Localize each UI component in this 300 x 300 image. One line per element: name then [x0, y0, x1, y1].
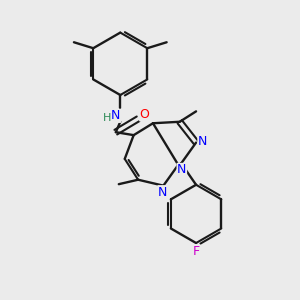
Text: N: N [111, 109, 121, 122]
Text: O: O [140, 108, 150, 121]
Text: N: N [177, 164, 187, 176]
Text: H: H [103, 113, 112, 123]
Text: N: N [158, 186, 167, 199]
Text: F: F [193, 245, 200, 258]
Text: N: N [198, 136, 207, 148]
